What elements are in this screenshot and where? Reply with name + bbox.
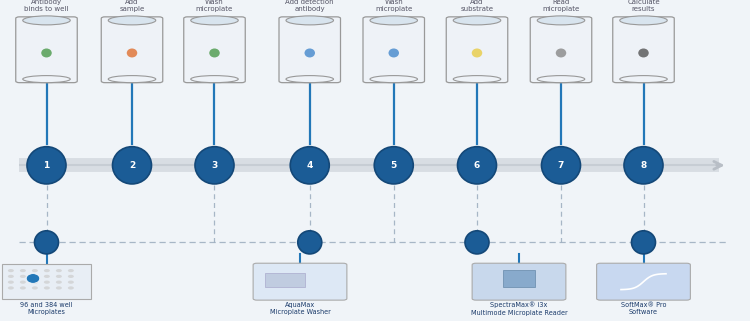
Text: Calculate
results: Calculate results	[627, 0, 660, 12]
Text: AquaMax
Microplate Washer: AquaMax Microplate Washer	[269, 302, 331, 315]
Text: SpectraMax® i3x
Multimode Microplate Reader: SpectraMax® i3x Multimode Microplate Rea…	[471, 302, 567, 316]
Ellipse shape	[388, 48, 399, 57]
Ellipse shape	[370, 76, 418, 83]
Ellipse shape	[22, 16, 70, 25]
Ellipse shape	[209, 48, 220, 57]
Ellipse shape	[195, 147, 234, 184]
Ellipse shape	[465, 231, 489, 254]
Ellipse shape	[8, 286, 14, 290]
Ellipse shape	[304, 48, 315, 57]
FancyBboxPatch shape	[16, 17, 77, 83]
FancyBboxPatch shape	[503, 270, 535, 287]
Ellipse shape	[32, 281, 38, 284]
Ellipse shape	[20, 275, 26, 278]
Ellipse shape	[32, 269, 38, 272]
Ellipse shape	[68, 286, 74, 290]
Text: SoftMax® Pro
Software: SoftMax® Pro Software	[621, 302, 666, 315]
Ellipse shape	[286, 76, 334, 83]
Ellipse shape	[20, 269, 26, 272]
FancyBboxPatch shape	[184, 17, 245, 83]
Ellipse shape	[22, 76, 70, 83]
FancyBboxPatch shape	[101, 17, 163, 83]
Ellipse shape	[68, 281, 74, 284]
Ellipse shape	[127, 48, 137, 57]
Ellipse shape	[27, 147, 66, 184]
Ellipse shape	[41, 48, 52, 57]
Text: Antibody
binds to well: Antibody binds to well	[24, 0, 69, 12]
FancyBboxPatch shape	[472, 263, 566, 300]
FancyBboxPatch shape	[446, 17, 508, 83]
Ellipse shape	[26, 273, 40, 283]
Ellipse shape	[8, 275, 14, 278]
Ellipse shape	[56, 281, 62, 284]
Ellipse shape	[32, 275, 38, 278]
Ellipse shape	[44, 286, 50, 290]
Text: Add
substrate: Add substrate	[460, 0, 494, 12]
Ellipse shape	[44, 281, 50, 284]
Ellipse shape	[620, 16, 668, 25]
Ellipse shape	[8, 269, 14, 272]
Ellipse shape	[34, 231, 58, 254]
FancyBboxPatch shape	[530, 17, 592, 83]
Ellipse shape	[32, 286, 38, 290]
Text: 7: 7	[558, 161, 564, 170]
Text: 1: 1	[44, 161, 50, 170]
Text: 96 and 384 well
Microplates: 96 and 384 well Microplates	[20, 302, 73, 315]
Text: 8: 8	[640, 161, 646, 170]
Ellipse shape	[68, 269, 74, 272]
Ellipse shape	[537, 16, 585, 25]
Ellipse shape	[44, 275, 50, 278]
Ellipse shape	[108, 16, 156, 25]
Ellipse shape	[108, 76, 156, 83]
FancyBboxPatch shape	[2, 264, 92, 299]
FancyBboxPatch shape	[266, 273, 305, 287]
FancyBboxPatch shape	[613, 17, 674, 83]
Ellipse shape	[56, 275, 62, 278]
Ellipse shape	[624, 147, 663, 184]
FancyBboxPatch shape	[254, 263, 346, 300]
Ellipse shape	[370, 16, 418, 25]
Ellipse shape	[20, 286, 26, 290]
Ellipse shape	[556, 48, 566, 57]
Ellipse shape	[190, 16, 238, 25]
Text: 4: 4	[307, 161, 313, 170]
Text: 3: 3	[211, 161, 217, 170]
Ellipse shape	[286, 16, 334, 25]
Text: Add
sample: Add sample	[119, 0, 145, 12]
Ellipse shape	[620, 76, 668, 83]
Ellipse shape	[374, 147, 413, 184]
Ellipse shape	[537, 76, 585, 83]
Ellipse shape	[56, 286, 62, 290]
Text: Read
microplate: Read microplate	[542, 0, 580, 12]
Ellipse shape	[112, 147, 152, 184]
Ellipse shape	[638, 48, 649, 57]
Text: Add detection
antibody: Add detection antibody	[286, 0, 334, 12]
Text: 5: 5	[391, 161, 397, 170]
FancyBboxPatch shape	[363, 17, 424, 83]
Ellipse shape	[20, 281, 26, 284]
Text: 2: 2	[129, 161, 135, 170]
Ellipse shape	[190, 76, 238, 83]
Ellipse shape	[472, 48, 482, 57]
FancyBboxPatch shape	[597, 263, 690, 300]
Text: Wash
microplate: Wash microplate	[375, 0, 413, 12]
Text: Wash
microplate: Wash microplate	[196, 0, 233, 12]
Ellipse shape	[458, 147, 497, 184]
Ellipse shape	[56, 269, 62, 272]
Ellipse shape	[298, 231, 322, 254]
Ellipse shape	[290, 147, 329, 184]
FancyBboxPatch shape	[279, 17, 340, 83]
Text: 6: 6	[474, 161, 480, 170]
Ellipse shape	[542, 147, 580, 184]
Ellipse shape	[68, 275, 74, 278]
Ellipse shape	[632, 231, 656, 254]
Ellipse shape	[8, 281, 14, 284]
Ellipse shape	[453, 76, 501, 83]
Ellipse shape	[44, 269, 50, 272]
Ellipse shape	[453, 16, 501, 25]
